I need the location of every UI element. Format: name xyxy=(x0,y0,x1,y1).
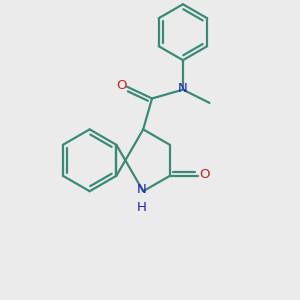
Text: O: O xyxy=(116,79,127,92)
Text: H: H xyxy=(137,201,147,214)
Text: N: N xyxy=(178,82,188,95)
Text: O: O xyxy=(199,168,210,181)
Text: N: N xyxy=(137,183,147,196)
